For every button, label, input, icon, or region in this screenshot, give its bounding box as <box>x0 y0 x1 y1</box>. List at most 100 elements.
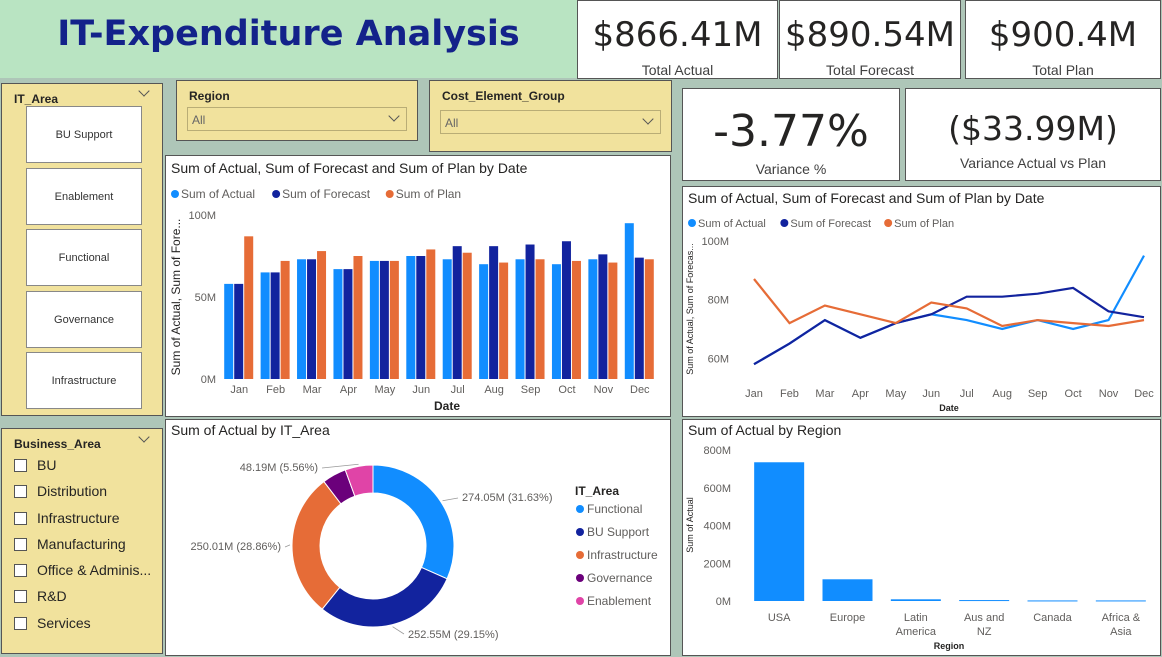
bar-region <box>959 600 1010 602</box>
donut-slice-bu-support <box>321 566 448 628</box>
x-tick-label: Oct <box>1065 388 1082 400</box>
legend-label: Functional <box>587 502 642 516</box>
page-title: IT-Expenditure Analysis <box>57 14 520 54</box>
checkbox-distribution[interactable]: Distribution <box>14 481 107 501</box>
chevron-down-icon[interactable] <box>138 85 150 97</box>
bar-sum-of-forecast <box>525 244 535 379</box>
legend-label: Sum of Forecast <box>282 187 371 201</box>
y-tick-label: 0M <box>201 374 216 386</box>
chevron-down-icon <box>388 110 400 122</box>
kpi-variance-pct[interactable]: -3.77% Variance % <box>682 88 900 181</box>
kpi-total-plan[interactable]: $900.4M Total Plan <box>965 0 1161 79</box>
checkbox-label: R&D <box>37 588 67 604</box>
x-tick-label: Sep <box>521 384 541 396</box>
tile-bu-support[interactable]: BU Support <box>26 106 142 163</box>
y-tick-label: 80M <box>708 295 729 307</box>
x-tick-label: Oct <box>558 384 575 396</box>
checkbox-services[interactable]: Services <box>14 613 91 633</box>
kpi-label: Variance % <box>755 161 827 177</box>
x-tick-label: Nov <box>1099 388 1119 400</box>
x-tick-label: Aug <box>992 388 1012 400</box>
kpi-value: -3.77% <box>713 106 869 157</box>
x-tick-label: Apr <box>340 384 357 396</box>
data-label: 274.05M (31.63%) <box>462 492 553 504</box>
checkbox-rnd[interactable]: R&D <box>14 586 67 606</box>
chevron-down-icon[interactable] <box>138 431 150 443</box>
y-tick-label: 200M <box>703 558 731 570</box>
data-label: 250.01M (28.86%) <box>191 541 282 553</box>
leader-line <box>284 544 291 548</box>
chart-title: Sum of Actual by Region <box>688 422 841 438</box>
legend-label: Sum of Plan <box>396 187 461 201</box>
checkbox-box[interactable] <box>14 484 27 498</box>
checkbox-box[interactable] <box>14 537 27 551</box>
kpi-label: Total Plan <box>1032 62 1094 78</box>
x-tick-label: May <box>885 388 906 400</box>
x-tick-label: Jul <box>960 388 974 400</box>
kpi-total-actual[interactable]: $866.41M Total Actual <box>577 0 778 79</box>
bar-sum-of-plan <box>426 249 436 379</box>
bar-sum-of-forecast <box>561 241 571 379</box>
bar-sum-of-plan <box>280 260 290 379</box>
kpi-value: $900.4M <box>988 15 1138 55</box>
bar-sum-of-forecast <box>489 246 499 379</box>
checkbox-box[interactable] <box>14 458 27 472</box>
checkbox-bu[interactable]: BU <box>14 455 56 475</box>
kpi-value: ($33.99M) <box>948 109 1118 148</box>
checkbox-box[interactable] <box>14 589 27 603</box>
x-tick-label: Dec <box>1134 388 1154 400</box>
title-banner: IT-Expenditure Analysis <box>0 0 577 78</box>
checkbox-manufacturing[interactable]: Manufacturing <box>14 534 126 554</box>
legend-marker <box>272 190 281 198</box>
cost-element-dropdown[interactable]: All <box>440 110 661 134</box>
cost-element-group-slicer: Cost_Element_Group All <box>429 80 672 152</box>
x-tick-label: Europe <box>830 612 865 624</box>
legend-marker <box>385 190 394 198</box>
donut-slice-enablement <box>344 464 374 497</box>
bar-sum-of-plan <box>317 251 327 379</box>
checkbox-box[interactable] <box>14 616 27 630</box>
kpi-variance-amount[interactable]: ($33.99M) Variance Actual vs Plan <box>905 88 1161 181</box>
tile-infrastructure[interactable]: Infrastructure <box>26 352 142 409</box>
region-dropdown[interactable]: All <box>187 107 407 131</box>
clustered-bar-chart[interactable]: Sum of Actual, Sum of Forecast and Sum o… <box>166 156 672 418</box>
checkbox-box[interactable] <box>14 563 27 577</box>
bar-sum-of-forecast <box>598 254 608 379</box>
leader-line <box>392 626 405 635</box>
legend-marker <box>576 551 584 559</box>
y-tick-label: 100M <box>188 210 216 222</box>
x-axis-title: Date <box>434 399 460 413</box>
dropdown-value: All <box>192 113 206 127</box>
bar-sum-of-actual <box>260 272 270 379</box>
x-tick-label: Mar <box>303 384 322 396</box>
kpi-total-forecast[interactable]: $890.54M Total Forecast <box>779 0 961 79</box>
bar-sum-of-actual <box>515 259 525 379</box>
x-tick-label: May <box>374 384 395 396</box>
x-tick-label: Feb <box>780 388 799 400</box>
kpi-value: $866.41M <box>592 15 763 55</box>
y-tick-label: 800M <box>703 445 731 457</box>
x-tick-label: Aus and NZ <box>964 612 1004 638</box>
tile-enablement[interactable]: Enablement <box>26 168 142 225</box>
bar-sum-of-plan <box>244 236 254 379</box>
bar-sum-of-forecast <box>270 272 280 379</box>
donut-chart-panel: Sum of Actual by IT_Area 274.05M (31.63%)… <box>165 419 671 656</box>
line-sum-of-plan <box>753 278 1145 328</box>
chevron-down-icon <box>642 113 654 125</box>
tile-governance[interactable]: Governance <box>26 291 142 348</box>
x-tick-label: Dec <box>630 384 650 396</box>
line-chart[interactable]: Sum of Actual, Sum of Forecast and Sum o… <box>683 187 1162 418</box>
legend-title: IT_Area <box>575 484 619 498</box>
legend-label: Sum of Actual <box>698 218 766 230</box>
slicer-header: Region <box>189 89 230 103</box>
checkbox-infrastructure[interactable]: Infrastructure <box>14 508 119 528</box>
x-tick-label: USA <box>768 612 791 624</box>
donut-chart[interactable]: Sum of Actual by IT_Area 274.05M (31.63%)… <box>166 420 672 657</box>
x-tick-label: Jan <box>230 384 248 396</box>
tile-functional[interactable]: Functional <box>26 229 142 286</box>
checkbox-office-admin[interactable]: Office & Adminis... <box>14 560 151 580</box>
bar-sum-of-plan <box>462 252 472 379</box>
checkbox-box[interactable] <box>14 511 27 525</box>
region-bar-chart[interactable]: Sum of Actual by Region 0M 200M 400M 600M 800… <box>683 420 1162 657</box>
line-chart-panel: Sum of Actual, Sum of Forecast and Sum o… <box>682 186 1161 417</box>
